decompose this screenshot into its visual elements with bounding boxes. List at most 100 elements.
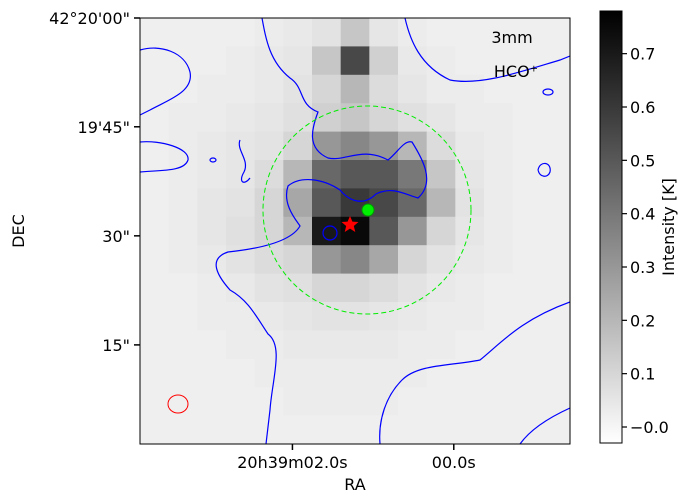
heat-cell	[254, 273, 284, 303]
heat-cell	[197, 103, 227, 133]
heat-cell	[312, 188, 342, 218]
heat-cell	[426, 330, 456, 360]
heat-cell	[226, 18, 256, 47]
heat-cell	[455, 415, 485, 444]
heat-cell	[369, 216, 399, 246]
heat-cell	[541, 188, 570, 218]
heat-cell	[197, 302, 227, 331]
heat-cell	[140, 273, 170, 303]
heat-cell	[426, 302, 456, 331]
heat-cell	[312, 273, 342, 303]
heat-cell	[197, 160, 227, 189]
heat-cell	[484, 216, 514, 246]
heat-cell	[340, 358, 370, 388]
heat-cell	[455, 387, 485, 417]
y-tick-label: 42°20'00"	[49, 9, 130, 28]
heat-cell	[541, 18, 570, 47]
heat-cell	[283, 415, 313, 444]
heat-cell	[455, 273, 485, 303]
heat-cell	[340, 131, 370, 161]
heat-cell	[484, 131, 514, 161]
heat-cell	[226, 216, 256, 246]
heat-cell	[484, 273, 514, 303]
contour	[238, 139, 251, 183]
heat-cell	[226, 387, 256, 417]
beam	[167, 394, 189, 414]
heat-cell	[484, 302, 514, 331]
heat-cell	[541, 415, 570, 444]
y-axis-label: DEC	[9, 214, 28, 248]
heat-cell	[226, 302, 256, 331]
y-tick-label: 30"	[102, 227, 130, 246]
heat-cell	[197, 74, 227, 104]
colorbar-tick-label: 0.3	[630, 258, 655, 277]
heat-cell	[512, 18, 542, 47]
heat-cell	[283, 160, 313, 189]
heat-cell	[312, 302, 342, 331]
heat-cell	[254, 74, 284, 104]
heat-cell	[168, 358, 198, 388]
heat-cell	[455, 131, 485, 161]
heat-cell	[512, 131, 542, 161]
contour	[140, 141, 189, 173]
y-tick-label: 15"	[102, 336, 130, 355]
contour	[542, 88, 554, 96]
heat-cell	[254, 302, 284, 331]
heat-cell	[484, 387, 514, 417]
contours	[140, 18, 570, 444]
heat-cell	[312, 46, 342, 76]
heat-cell	[140, 46, 170, 76]
heat-cell	[541, 131, 570, 161]
heat-cell	[541, 216, 570, 246]
heat-cell	[312, 358, 342, 388]
contour	[404, 18, 570, 83]
colorbar	[599, 10, 623, 444]
heat-cell	[512, 160, 542, 189]
heat-cell	[512, 46, 542, 76]
heat-cell	[426, 216, 456, 246]
heat-cell	[512, 273, 542, 303]
heat-cell	[398, 103, 428, 133]
heat-cell	[398, 245, 428, 275]
annotation: HCO⁺	[494, 62, 538, 81]
heat-cell	[283, 245, 313, 275]
heat-cell	[283, 131, 313, 161]
heat-cell	[254, 18, 284, 47]
heat-cell	[140, 216, 170, 246]
heat-cell	[541, 387, 570, 417]
heat-cell	[140, 131, 170, 161]
heat-cell	[455, 74, 485, 104]
heat-cell	[168, 245, 198, 275]
heat-cell	[512, 245, 542, 275]
heat-cell	[340, 415, 370, 444]
heat-cell	[455, 302, 485, 331]
heat-cell	[541, 273, 570, 303]
heat-cell	[197, 18, 227, 47]
heat-cell	[512, 330, 542, 360]
heat-cell	[484, 46, 514, 76]
heat-cell	[512, 188, 542, 218]
heat-cell	[340, 18, 370, 47]
heat-cell	[340, 103, 370, 133]
heatmap	[140, 18, 570, 444]
heat-cell	[455, 18, 485, 47]
heat-cell	[168, 18, 198, 47]
heat-cell	[254, 103, 284, 133]
heat-cell	[197, 387, 227, 417]
heat-cell	[455, 46, 485, 76]
heat-cell	[168, 46, 198, 76]
heat-cell	[426, 245, 456, 275]
heat-cell	[140, 74, 170, 104]
heat-cell	[512, 103, 542, 133]
heat-cell	[541, 330, 570, 360]
heat-cell	[168, 273, 198, 303]
heat-cell	[455, 160, 485, 189]
heat-cell	[369, 273, 399, 303]
heat-cell	[140, 18, 170, 47]
heat-cell	[426, 18, 456, 47]
colorbar-tick-label: 0.5	[630, 151, 655, 170]
x-tick-label: 20h39m02.0s	[237, 453, 347, 472]
heat-cell	[426, 46, 456, 76]
heat-cell	[455, 103, 485, 133]
colorbar-tick-label: −0.0	[630, 418, 669, 437]
